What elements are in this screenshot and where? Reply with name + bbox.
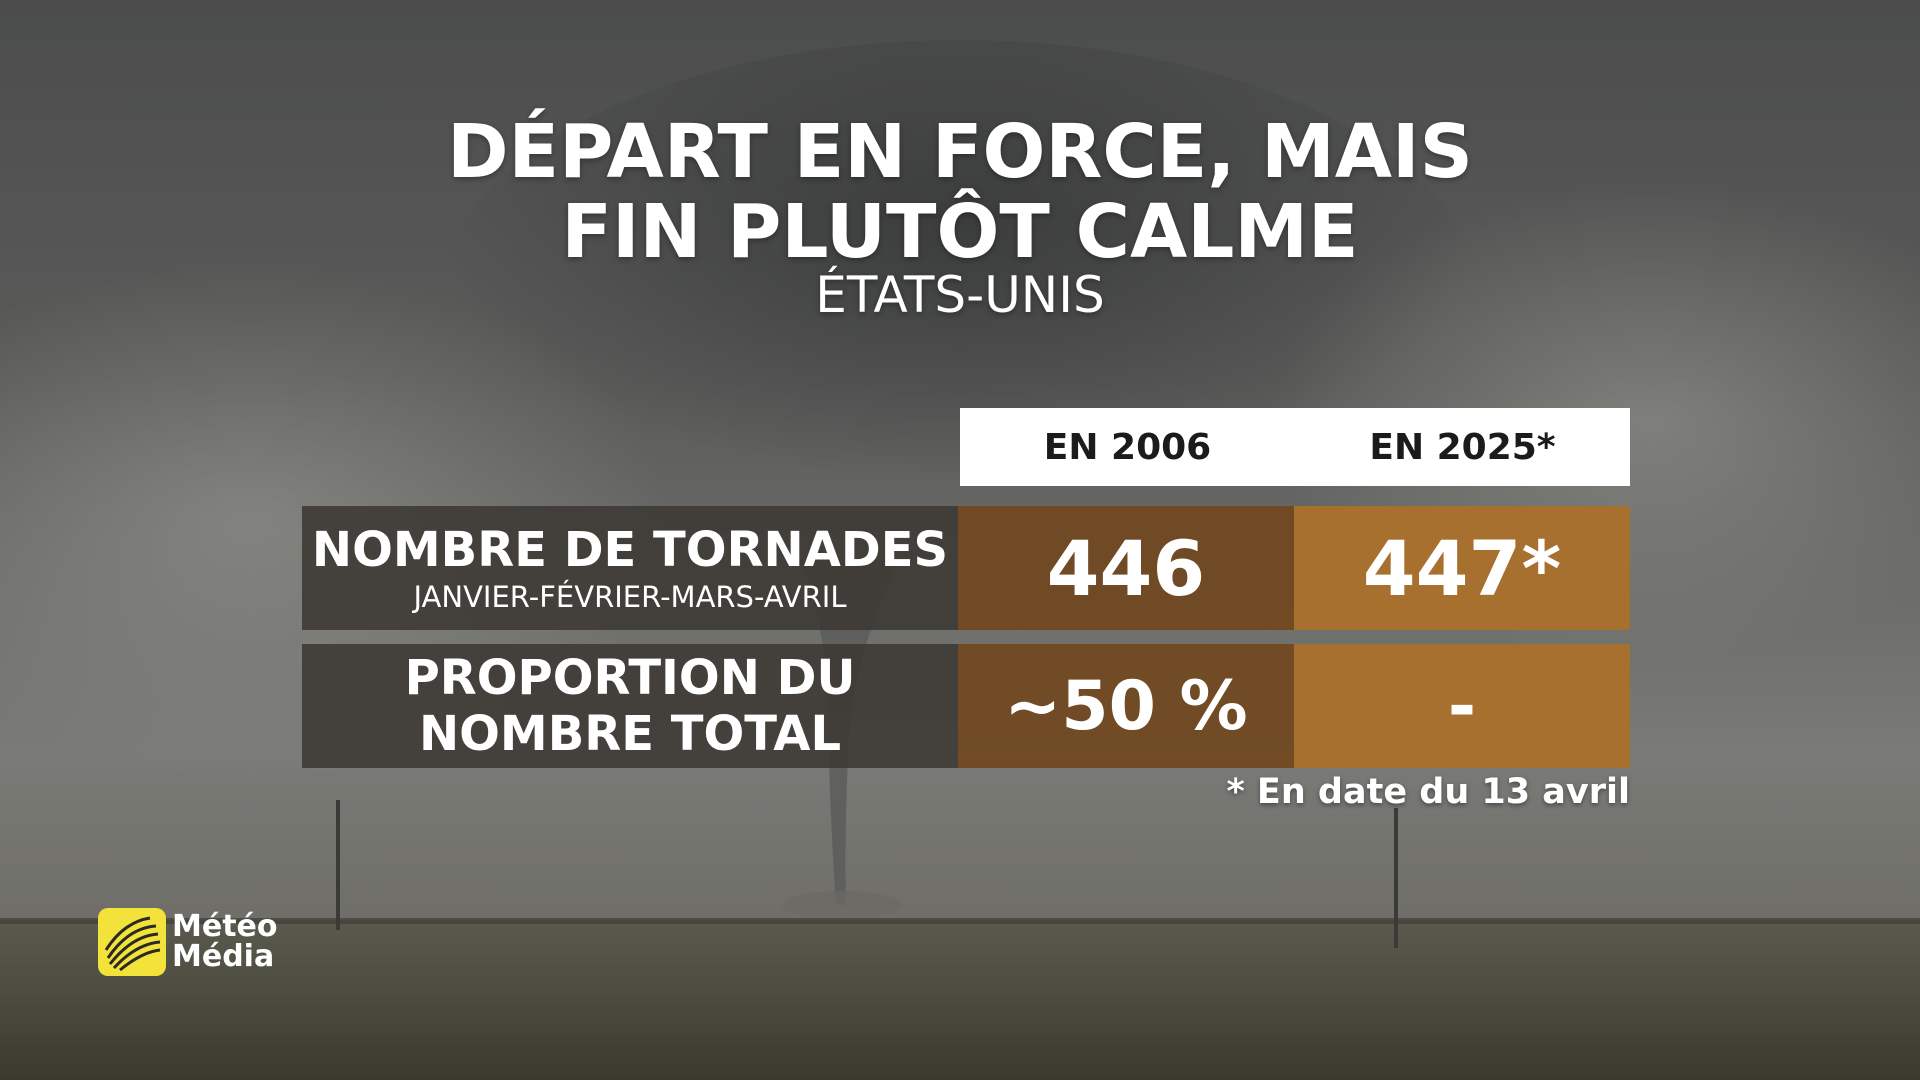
meteomedia-globe-icon	[98, 908, 166, 976]
brand-line-2: Média	[172, 939, 275, 974]
row-label-line-2: NOMBRE TOTAL	[418, 706, 842, 762]
region-subtitle: ÉTATS-UNIS	[815, 266, 1105, 324]
meteomedia-logo: Météo Média	[98, 908, 278, 976]
cell-proportion-2025: -	[1294, 644, 1630, 768]
table-row: NOMBRE DE TORNADES JANVIER-FÉVRIER-MARS-…	[302, 506, 1630, 630]
row-label-tornado-count: NOMBRE DE TORNADES JANVIER-FÉVRIER-MARS-…	[302, 506, 958, 630]
row-label-line-1: PROPORTION DU	[404, 650, 856, 706]
table-row: PROPORTION DU NOMBRE TOTAL ~50 % -	[302, 644, 1630, 768]
table-header: EN 2006 EN 2025*	[960, 408, 1630, 486]
headline-line-2: FIN PLUTÔT CALME	[561, 189, 1359, 275]
column-header-2006: EN 2006	[1043, 426, 1212, 468]
headline: DÉPART EN FORCE, MAIS FIN PLUTÔT CALME	[0, 112, 1920, 272]
cell-tornado-count-2006: 446	[958, 506, 1294, 630]
cell-proportion-2006: ~50 %	[958, 644, 1294, 768]
row-label-months: JANVIER-FÉVRIER-MARS-AVRIL	[413, 580, 847, 614]
row-label-proportion: PROPORTION DU NOMBRE TOTAL	[302, 644, 958, 768]
brand-line-1: Météo	[172, 909, 278, 944]
cell-tornado-count-2025: 447*	[1294, 506, 1630, 630]
footnote: * En date du 13 avril	[1226, 772, 1630, 812]
headline-line-1: DÉPART EN FORCE, MAIS	[447, 109, 1473, 195]
brand-name: Météo Média	[172, 912, 278, 972]
row-label-main: NOMBRE DE TORNADES	[311, 522, 949, 578]
column-header-2025: EN 2025*	[1369, 426, 1556, 468]
